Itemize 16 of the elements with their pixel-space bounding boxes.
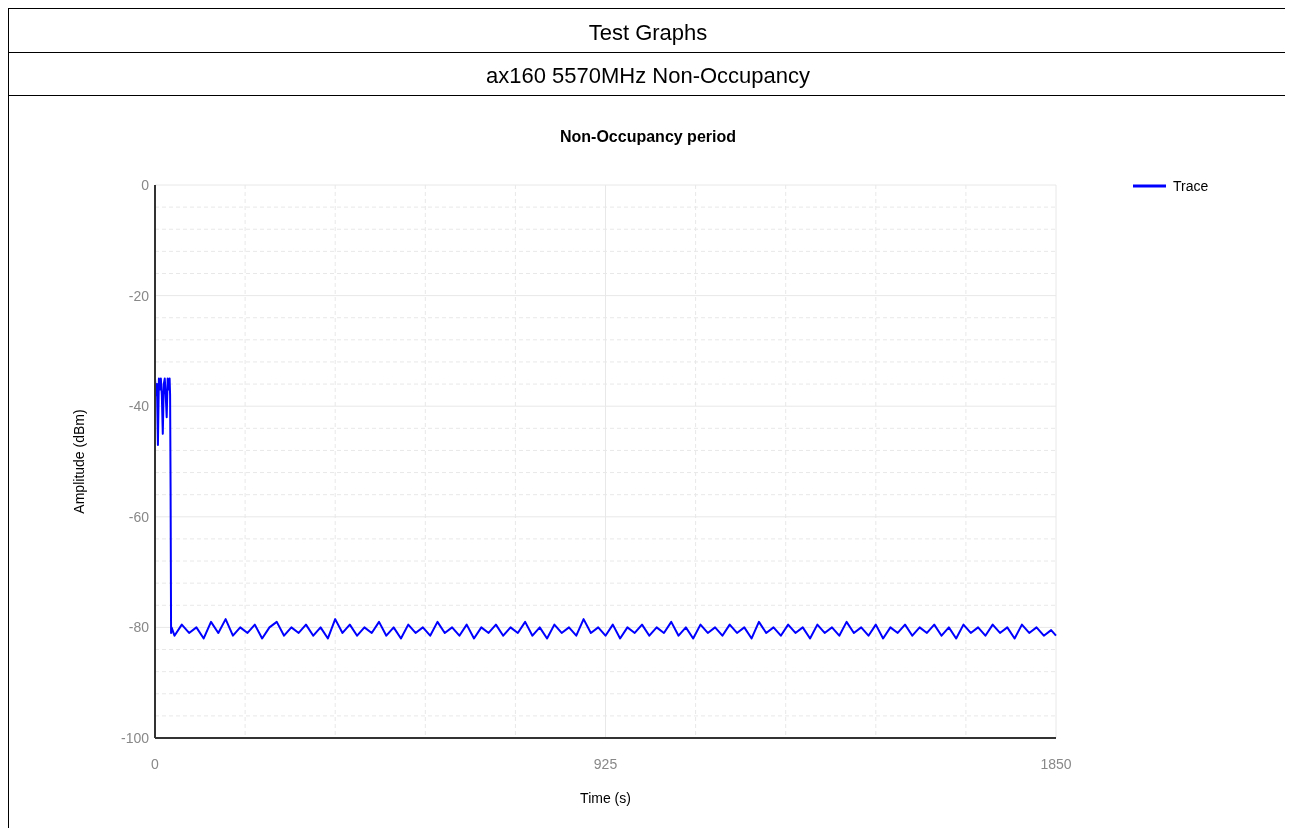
y-tick-label: -40 (128, 398, 150, 415)
chart-title: Non-Occupancy period (559, 128, 737, 145)
line-series (154, 377, 1057, 640)
y-axis-title: Amplitude (dBm) (71, 409, 87, 514)
x-tick-label: 925 (593, 756, 618, 772)
text: ax160 5570MHz Non-Occupancy (485, 63, 811, 88)
y-tick-label: 0 (141, 176, 150, 193)
y-tick-label: -100 (120, 729, 150, 746)
x-axis-title: Time (s) (580, 790, 631, 806)
legend-label: Trace (1173, 177, 1209, 194)
y-tick-label: -60 (128, 508, 150, 525)
y-tick-label: -20 (128, 287, 150, 304)
x-tick-label: 1850 (1040, 756, 1072, 772)
text: Test Graphs (588, 20, 708, 45)
x-tick-label: 0 (151, 756, 160, 772)
y-tick-label: -80 (128, 619, 150, 636)
